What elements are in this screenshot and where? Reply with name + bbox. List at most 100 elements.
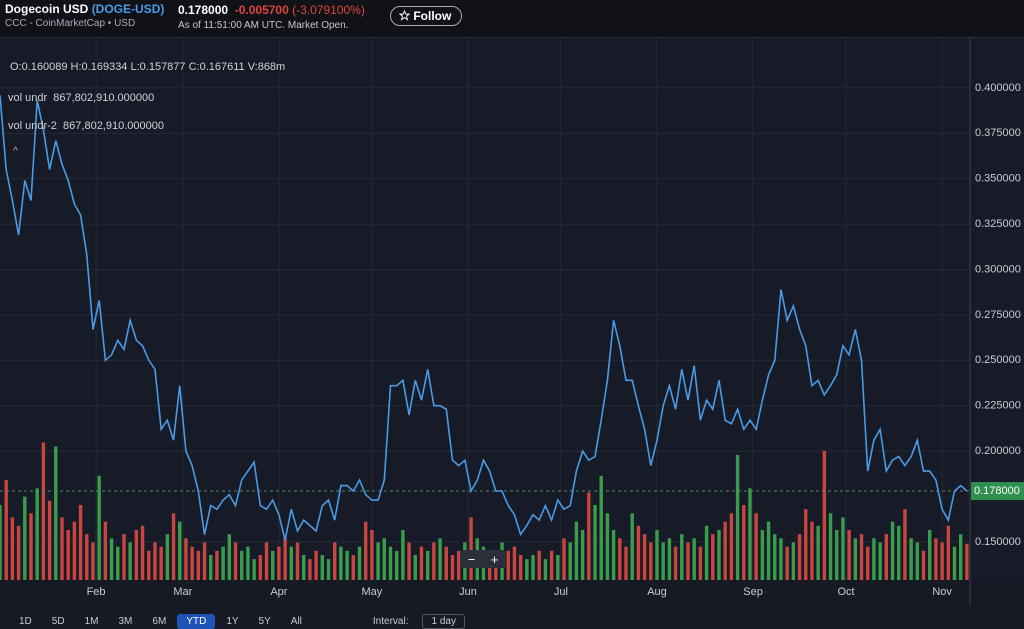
volume-bar [382, 538, 386, 580]
range-button[interactable]: YTD [177, 614, 216, 629]
volume-bar [252, 559, 256, 580]
volume-bar [72, 521, 77, 580]
volume-bar [872, 538, 876, 580]
volume-bar [866, 546, 870, 580]
volume-bar [965, 543, 969, 580]
volume-bar [184, 538, 188, 580]
y-tick-label: 0.275000 [975, 309, 1021, 321]
volume-bar [165, 534, 170, 580]
interval-label: Interval: [372, 616, 409, 627]
volume-bar [884, 534, 889, 580]
y-tick-label: 0.200000 [975, 445, 1021, 457]
volume-bar [878, 542, 882, 580]
volume-bar [568, 542, 572, 580]
range-button[interactable]: 1Y [226, 616, 239, 627]
volume-bar [822, 450, 827, 580]
change-pct: (-3.079100%) [292, 3, 365, 17]
collapse-toggle[interactable]: ^ [13, 146, 18, 157]
volume-bar [649, 542, 653, 580]
y-tick-label: 0.350000 [975, 173, 1021, 185]
volume-bar [302, 554, 306, 580]
volume-bar [506, 550, 510, 580]
volume-bar [171, 513, 176, 580]
volume-bar [103, 521, 108, 580]
volume-bar [363, 521, 368, 580]
volume-bar [915, 542, 920, 580]
volume-bar [611, 529, 616, 580]
volume-bar [556, 554, 560, 580]
range-button[interactable]: 6M [152, 616, 167, 627]
x-tick-label: Nov [932, 586, 952, 598]
y-tick-label: 0.375000 [975, 127, 1021, 139]
volume-bar [221, 546, 225, 580]
volume-bar [928, 529, 932, 580]
volume-bar [562, 538, 566, 580]
star-icon [398, 9, 411, 21]
volume-bar [147, 550, 151, 580]
volume-bar [264, 542, 269, 580]
volume-bar [667, 538, 672, 580]
range-button[interactable]: 3M [118, 616, 133, 627]
volume-bar [766, 521, 771, 580]
range-button[interactable]: 5D [51, 616, 65, 627]
volume-bar [240, 550, 244, 580]
volume-bar [425, 550, 430, 580]
range-button[interactable]: 1D [19, 616, 32, 627]
volume-bar [345, 550, 349, 580]
zoom-out[interactable]: − [467, 551, 476, 567]
source: CCC - CoinMarketCap • USD [5, 18, 136, 29]
volume-bar [494, 559, 498, 580]
volume-bar [407, 542, 411, 580]
volume-bar [760, 529, 765, 580]
volume-bar [41, 442, 46, 580]
interval-select[interactable]: 1 day [422, 614, 465, 629]
volume-bar [605, 513, 610, 580]
volume-bar [525, 559, 529, 580]
volume-bar [0, 504, 2, 580]
volume-bar [78, 504, 83, 580]
volume-bar [413, 554, 417, 580]
x-tick-label: Feb [87, 586, 106, 598]
volume-bar [680, 534, 684, 580]
volume-bar [456, 550, 461, 580]
volume-bar [283, 538, 287, 580]
volume-bar [289, 546, 294, 580]
zoom-in[interactable]: + [490, 551, 499, 567]
volume-bar [308, 559, 312, 580]
volume-bar [531, 554, 535, 580]
symbol[interactable]: (DOGE-USD) [91, 2, 165, 16]
zoom-controls: − + [460, 550, 506, 568]
range-button[interactable]: 5Y [258, 616, 271, 627]
volume-bar [661, 542, 665, 580]
volume-bar [339, 546, 343, 580]
volume-bar [828, 513, 833, 580]
volume-bar [748, 488, 752, 580]
volume-bar [890, 521, 895, 580]
volume-bar [332, 542, 337, 580]
volume-bar [549, 550, 554, 580]
volume-bar [66, 529, 70, 580]
volume-bar [401, 529, 405, 580]
info-name: vol undr [8, 92, 48, 104]
header: Dogecoin USD (DOGE-USD) CCC - CoinMarket… [0, 0, 1024, 38]
volume-bar [723, 521, 727, 580]
range-button[interactable]: All [290, 616, 302, 627]
volume-bar [587, 492, 591, 580]
range-button[interactable]: 1M [84, 616, 99, 627]
volume-bar [692, 538, 696, 580]
volume-bar [946, 525, 951, 580]
volume-bar [326, 559, 331, 580]
volume-bar [543, 559, 548, 580]
volume-bar [128, 542, 132, 580]
volume-bar [159, 546, 163, 580]
volume-bar [109, 538, 114, 580]
volume-bar [642, 534, 647, 580]
y-tick-label: 0.400000 [975, 82, 1021, 94]
y-tick-label: 0.250000 [975, 354, 1021, 366]
y-tick-label: 0.325000 [975, 218, 1021, 230]
volume-bar [952, 546, 957, 580]
volume-bar [29, 513, 33, 580]
volume-bar [444, 546, 448, 580]
price: 0.178000 [178, 3, 229, 17]
follow-button[interactable]: Follow [390, 6, 463, 26]
